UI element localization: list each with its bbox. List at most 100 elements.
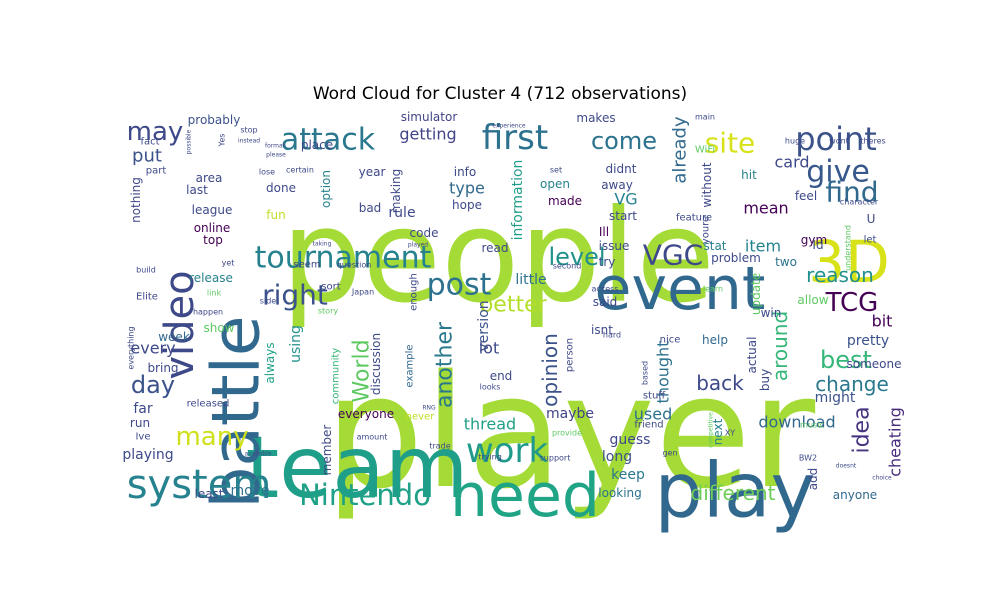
- word-win: win: [761, 306, 782, 320]
- word-open: open: [540, 177, 570, 191]
- word-give: give: [806, 155, 870, 190]
- word-week: week: [158, 330, 190, 344]
- word-understand: understand: [844, 225, 853, 271]
- word-opinion: opinion: [538, 333, 562, 407]
- word-little: little: [515, 272, 546, 288]
- word-making: making: [389, 169, 403, 214]
- word-everything: everything: [127, 326, 136, 369]
- word-xy: XY: [725, 429, 735, 438]
- word-hope: hope: [452, 198, 482, 212]
- word-might: might: [815, 390, 856, 406]
- word-back: back: [696, 371, 744, 395]
- word-character: character: [840, 198, 879, 207]
- word-fun: fun: [266, 208, 285, 222]
- word-u: U: [867, 212, 876, 226]
- word-many: many: [175, 422, 248, 452]
- word-didnt: didnt: [606, 162, 637, 176]
- word-attack: attack: [281, 123, 376, 158]
- word-event: event: [595, 254, 766, 324]
- word-another: another: [433, 321, 458, 408]
- word-point: point: [795, 120, 877, 158]
- word-top: top: [203, 233, 223, 247]
- word-gym: gym: [801, 233, 827, 247]
- word-simulator: simulator: [401, 110, 458, 124]
- word-area: area: [196, 171, 223, 185]
- word-said: said: [593, 295, 618, 309]
- word-wont: wont: [829, 137, 849, 146]
- word-better: better: [479, 293, 547, 318]
- word-feel: feel: [795, 189, 817, 203]
- word-bring: bring: [147, 361, 178, 375]
- word-thought: thought: [654, 341, 673, 404]
- word-member: member: [320, 425, 334, 476]
- word-japan: Japan: [351, 288, 374, 297]
- word-everyone: everyone: [338, 407, 394, 421]
- word-change: change: [815, 372, 889, 396]
- word-3d: 3D: [808, 228, 890, 296]
- word-happen: happen: [193, 308, 223, 317]
- word-around: around: [768, 311, 792, 381]
- word-nothing: nothing: [129, 177, 143, 223]
- word-friend: friend: [634, 420, 663, 431]
- word-version: version: [476, 300, 492, 351]
- word-rng: RNG: [422, 405, 436, 412]
- word-end: end: [490, 369, 513, 383]
- word-bit: bit: [872, 312, 893, 331]
- word-mean: mean: [743, 199, 788, 218]
- word-place: place: [301, 138, 333, 152]
- word-feature: feature: [676, 213, 712, 224]
- word-theres: theres: [860, 137, 885, 146]
- word-please: please: [266, 152, 286, 159]
- word-bad: bad: [359, 201, 382, 215]
- word-level: level: [548, 243, 605, 271]
- word-tournament: tournament: [255, 241, 432, 276]
- word-sort: sort: [321, 282, 340, 293]
- word-already: already: [670, 116, 691, 184]
- word-second: second: [553, 262, 582, 271]
- word-work: work: [466, 431, 549, 471]
- word-tcg: TCG: [825, 288, 879, 318]
- word-looks: looks: [480, 383, 501, 392]
- word-bw2: BW2: [799, 454, 817, 463]
- word-option: option: [319, 170, 333, 208]
- word-hard: hard: [603, 331, 621, 340]
- word-never: never: [406, 412, 436, 423]
- word-long: long: [602, 449, 632, 465]
- word-format: format: [265, 143, 286, 150]
- word-stat: stat: [703, 239, 726, 253]
- word-competitive: competitive: [708, 412, 715, 448]
- word-link: link: [207, 289, 222, 298]
- word-rule: rule: [388, 205, 415, 221]
- word-idea: idea: [850, 406, 875, 453]
- word-team: team: [245, 418, 468, 518]
- word-possible: possible: [186, 129, 193, 154]
- word-year: year: [359, 165, 386, 179]
- chart-title: Word Cloud for Cluster 4 (712 observatio…: [312, 84, 688, 104]
- word-question: question: [337, 261, 372, 270]
- word-music: music: [800, 421, 824, 430]
- word-ill: Ill: [599, 225, 609, 239]
- word-lot: lot: [479, 339, 500, 358]
- word-pretty: pretty: [847, 333, 889, 349]
- word-let: let: [864, 235, 877, 246]
- word-post: post: [427, 268, 492, 303]
- word-maybe: maybe: [546, 406, 594, 422]
- word-issue: issue: [599, 239, 630, 253]
- word-community: community: [331, 348, 342, 404]
- word-huge: huge: [785, 137, 805, 146]
- word-taking: taking: [313, 241, 332, 248]
- word-two: two: [775, 255, 797, 269]
- word-next: next: [711, 418, 725, 445]
- word-someone: someone: [847, 357, 902, 371]
- word-available: available: [244, 451, 271, 458]
- word-day: day: [131, 371, 175, 399]
- word-using: using: [288, 325, 304, 363]
- word-trying: trying: [478, 453, 502, 462]
- word-anyone: anyone: [833, 488, 877, 502]
- word-item: item: [745, 237, 781, 256]
- word-thread: thread: [464, 415, 516, 434]
- word-nintendo: Nintendo: [299, 478, 431, 512]
- word-isnt: isnt: [591, 323, 613, 337]
- word-come: come: [591, 127, 657, 155]
